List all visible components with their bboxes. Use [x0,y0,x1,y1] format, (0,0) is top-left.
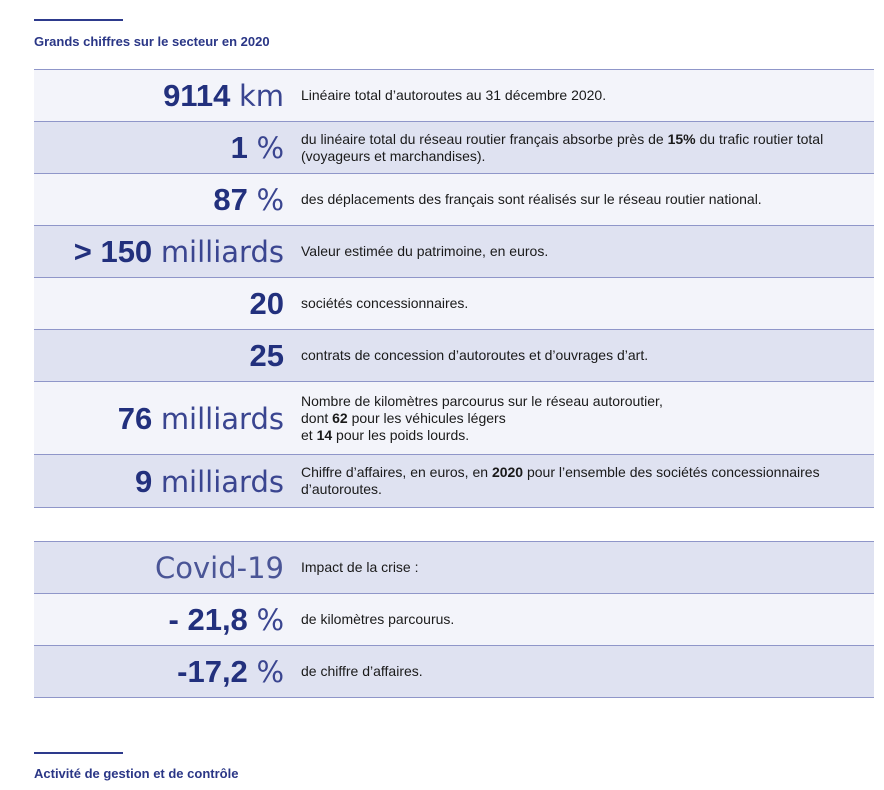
figure-value: - 21,8 % [168,602,284,637]
figure-value: 76 milliards [117,400,284,436]
section-rule [34,752,123,754]
section-rule [34,19,123,21]
figure-description: Linéaire total d’autoroutes au 31 décemb… [301,87,607,103]
table-row: 76 milliards Nombre de kilomètres parcou… [34,382,874,455]
figure-value: 1 % [230,130,284,165]
key-figures-table: 9114 km Linéaire total d’autoroutes au 3… [34,69,874,508]
figure-value: -17,2 % [177,654,284,689]
table-row: 20 sociétés concessionnaires. [34,278,874,330]
figure-value: 25 [249,338,284,373]
covid-label: Covid-19 [155,551,284,585]
section-title: Activité de gestion et de contrôle [34,766,239,781]
table-row: -17,2 % de chiffre d’affaires. [34,646,874,698]
table-row: 87 % des déplacements des français sont … [34,174,874,226]
table-row: 25 contrats de concession d’autoroutes e… [34,330,874,382]
table-row: 9114 km Linéaire total d’autoroutes au 3… [34,70,874,122]
figure-description: de chiffre d’affaires. [301,663,423,679]
table-row: > 150 milliards Valeur estimée du patrim… [34,226,874,278]
table-row: 1 % du linéaire total du réseau routier … [34,122,874,174]
table-row: 9 milliards Chiffre d’affaires, en euros… [34,455,874,508]
figure-value: 87 % [213,182,284,217]
figure-description: Valeur estimée du patrimoine, en euros. [301,243,549,259]
figure-description: Chiffre d’affaires, en euros, en 2020 po… [301,464,820,497]
figure-description: du linéaire total du réseau routier fran… [301,130,824,164]
figure-value: 9114 km [163,78,284,113]
figure-description: contrats de concession d’autoroutes et d… [301,347,649,363]
figure-value: 9 milliards [134,463,284,499]
figure-description: des déplacements des français sont réali… [301,191,762,207]
table-row: Covid-19 Impact de la crise : [34,542,874,594]
figure-description: Impact de la crise : [301,559,419,575]
figure-description: de kilomètres parcourus. [301,611,455,627]
figure-description: sociétés concessionnaires. [301,295,469,311]
figure-value: > 150 milliards [73,234,284,269]
figure-value: 20 [249,286,284,321]
figure-description: Nombre de kilomètres parcourus sur le ré… [301,392,663,443]
table-row: - 21,8 % de kilomètres parcourus. [34,594,874,646]
covid-impact-table: Covid-19 Impact de la crise : - 21,8 % d… [34,541,874,698]
section-title: Grands chiffres sur le secteur en 2020 [34,34,270,49]
